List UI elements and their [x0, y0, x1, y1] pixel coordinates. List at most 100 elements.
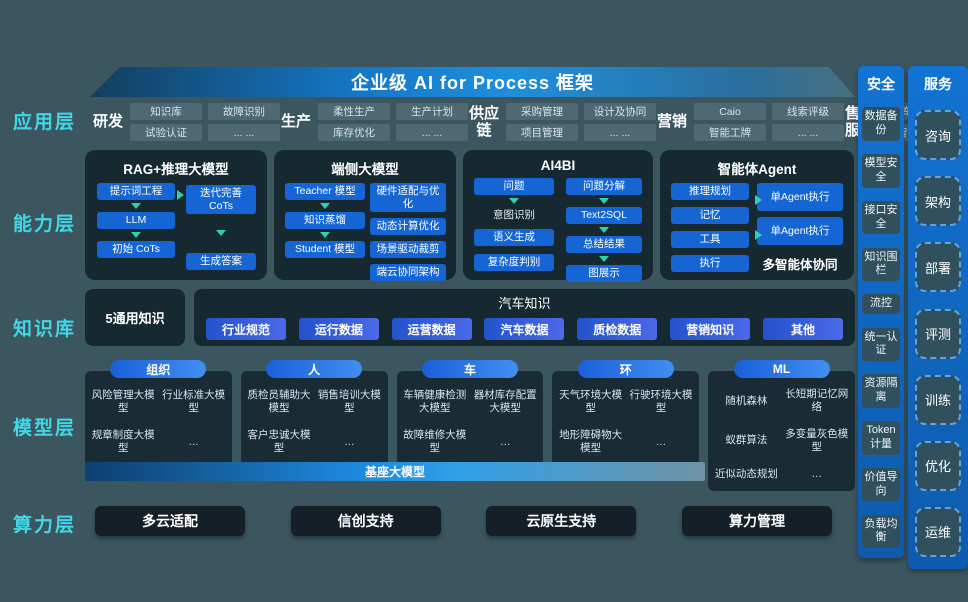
app-group-production: 生产 柔性生产 库存优化 生产计划 ... ... — [280, 103, 468, 141]
app-chip: 知识库 — [130, 103, 202, 120]
layer-label-knowledge: 知识库 — [13, 319, 77, 340]
security-item: 接口安全 — [862, 200, 900, 235]
capability-box-agent: 智能体Agent 推理规划 记忆 工具 执行 单Agent执行 单Agent执行… — [660, 150, 854, 280]
capability-box-ai4bi: AI4BI 问题 意图识别 语义生成 复杂度判别 问题分解 Text2SQL 总… — [463, 150, 653, 282]
model-item: 长短期记忆网络 — [785, 388, 849, 414]
security-item: 知识围栏 — [862, 247, 900, 281]
model-group-people: 人 质检员辅助大模型 销售培训大模型 客户忠诚大模型 … — [240, 360, 388, 466]
service-header: 服务 — [924, 76, 952, 92]
knowledge-chip: 质检数据 — [577, 318, 658, 340]
security-item: 统一认证 — [862, 327, 900, 361]
edge-feature: 场景驱动裁剪 — [370, 241, 446, 259]
edge-feature: 动态计算优化 — [370, 218, 446, 236]
app-group-marketing: 营销 Caio 智能工牌 线索评级 ... ... — [656, 103, 844, 141]
service-item: 架构 — [915, 176, 961, 227]
chip-stack: 采购管理 项目管理 — [506, 103, 578, 141]
ai4bi-step: 问题 — [474, 178, 554, 195]
edge-step: Teacher 模型 — [285, 183, 365, 200]
model-item: … — [811, 467, 823, 480]
cap-box-title: 智能体Agent — [717, 162, 797, 177]
ai4bi-step: 语义生成 — [474, 229, 554, 246]
layer-label-model: 模型层 — [13, 418, 77, 439]
layer-label-compute: 算力层 — [13, 515, 77, 536]
ai4bi-step: Text2SQL — [566, 207, 642, 224]
knowledge-panel-title: 汽车知识 — [498, 296, 551, 311]
chip-stack: 知识库 试验认证 — [130, 103, 202, 141]
knowledge-general-box: 5通用知识 — [85, 289, 185, 346]
model-item: 器材库存配置大模型 — [473, 388, 537, 414]
agent-exec: 单Agent执行 — [757, 183, 843, 211]
chip-stack: Caio 智能工牌 — [694, 103, 766, 141]
agent-module: 执行 — [671, 255, 749, 272]
service-rail: 服务 咨询 架构 部署 评测 训练 优化 运维 — [908, 66, 968, 569]
app-chip: ... ... — [208, 124, 280, 141]
app-group-label: 供应链 — [468, 104, 499, 139]
app-chip: 故障识别 — [208, 103, 280, 120]
arrow-down-icon — [599, 256, 609, 262]
rag-step: 生成答案 — [186, 253, 256, 271]
service-item: 运维 — [915, 506, 961, 557]
security-item: 价值导向 — [862, 467, 900, 502]
application-layer-row: 研发 知识库 试验认证 故障识别 ... ... 生产 柔性生产 库存优化 生产… — [92, 99, 968, 145]
chip-stack: 设计及协同 ... ... — [584, 103, 656, 141]
service-item: 训练 — [915, 374, 961, 425]
edge-step: 知识蒸馏 — [285, 212, 365, 229]
model-item: 天气环境大模型 — [559, 388, 623, 414]
capability-box-edge-model: 端侧大模型 Teacher 模型 知识蒸馏 Student 模型 硬件适配与优化… — [274, 150, 456, 282]
arrow-down-icon — [320, 232, 330, 238]
model-pill: 组织 — [110, 360, 207, 378]
security-item: 资源隔离 — [862, 374, 900, 408]
agent-module: 推理规划 — [671, 183, 749, 200]
ai4bi-step: 问题分解 — [566, 178, 642, 195]
service-item: 部署 — [915, 242, 961, 293]
app-chip: 线索评级 — [772, 103, 844, 120]
layer-label-capability: 能力层 — [13, 214, 77, 235]
model-item: … — [188, 435, 199, 448]
security-item: Token计量 — [862, 421, 900, 455]
ai4bi-step: 复杂度判别 — [474, 254, 554, 271]
knowledge-general-label: 5通用知识 — [105, 311, 165, 326]
app-group-label: 研发 — [92, 113, 123, 131]
model-item: 风险管理大模型 — [91, 388, 155, 414]
base-model-bar: 基座大模型 — [85, 462, 705, 481]
capability-box-rag: RAG+推理大模型 提示词工程 LLM 初始 CoTs 迭代完善CoTs 生成答… — [85, 150, 267, 280]
security-item: 数据备份 — [862, 107, 900, 141]
arrow-down-icon — [599, 198, 609, 204]
model-item: 行驶环境大模型 — [629, 388, 693, 414]
model-item: 客户忠诚大模型 — [247, 429, 311, 455]
chip-stack: 线索评级 ... ... — [772, 103, 844, 141]
compute-item: 多云适配 — [95, 506, 245, 536]
rag-step: LLM — [97, 212, 175, 229]
base-model-label: 基座大模型 — [364, 465, 425, 479]
chip-stack: 生产计划 ... ... — [396, 103, 468, 141]
service-item: 咨询 — [915, 110, 961, 161]
chip-stack: 柔性生产 库存优化 — [318, 103, 390, 141]
security-item: 流控 — [862, 294, 900, 315]
edge-step: Student 模型 — [285, 241, 365, 258]
compute-layer-row: 多云适配 信创支持 云原生支持 算力管理 — [95, 506, 832, 536]
ai4bi-step-label: 意图识别 — [493, 209, 535, 221]
knowledge-chip: 汽车数据 — [484, 318, 565, 340]
app-chip: 库存优化 — [318, 124, 390, 141]
arrow-down-icon — [131, 232, 141, 238]
knowledge-auto-panel: 汽车知识 行业规范 运行数据 运营数据 汽车数据 质检数据 营销知识 其他 — [194, 289, 855, 346]
cap-box-title: 端侧大模型 — [331, 162, 399, 177]
security-item: 模型安全 — [862, 154, 900, 188]
service-item: 优化 — [915, 440, 961, 491]
ai4bi-step: 图展示 — [566, 265, 642, 282]
cap-box-title: RAG+推理大模型 — [123, 162, 229, 177]
knowledge-chip: 运营数据 — [391, 318, 472, 340]
service-item: 评测 — [915, 308, 961, 359]
agent-module: 记忆 — [671, 207, 749, 224]
arrow-down-icon — [131, 203, 141, 209]
knowledge-chip: 营销知识 — [670, 318, 751, 340]
model-item: … — [344, 435, 355, 448]
model-item: … — [655, 435, 667, 448]
model-group-vehicle: 车 车辆健康检测大模型 器材库存配置大模型 故障维修大模型 … — [396, 360, 544, 466]
model-item: 质检员辅助大模型 — [247, 388, 311, 414]
model-group-environment: 环 天气环境大模型 行驶环境大模型 地形障碍物大模型 … — [552, 360, 700, 466]
model-item: 故障维修大模型 — [403, 429, 467, 455]
model-item: 销售培训大模型 — [317, 388, 381, 414]
model-item: 地形障碍物大模型 — [559, 429, 623, 455]
security-item: 负载均衡 — [862, 514, 900, 548]
